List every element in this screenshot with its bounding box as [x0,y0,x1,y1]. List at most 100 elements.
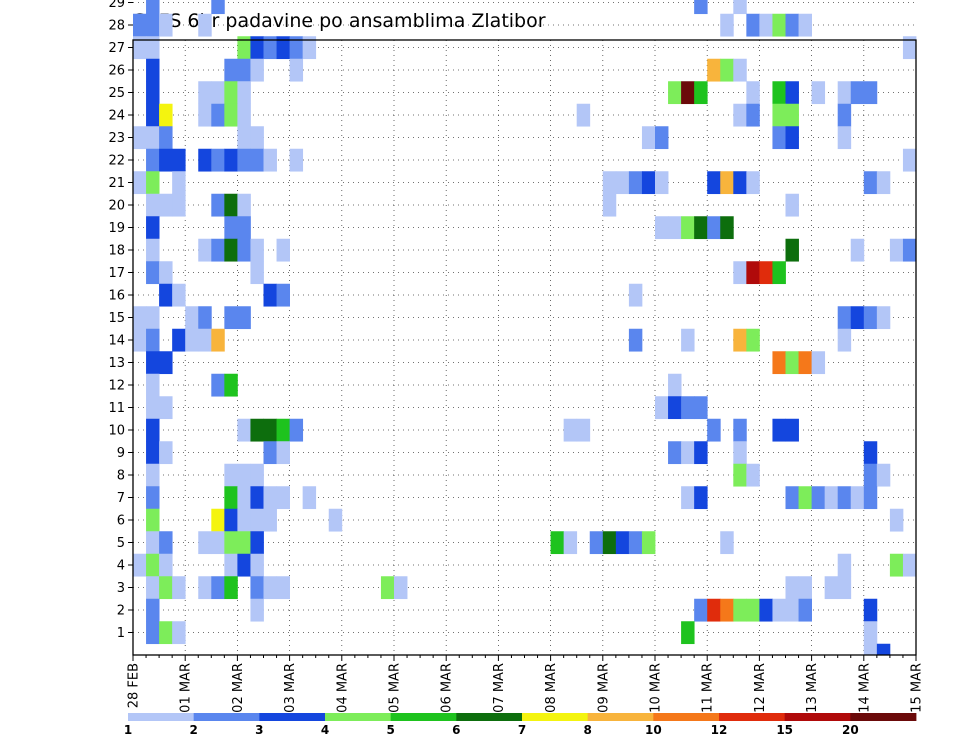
precip-cell [668,373,682,397]
precip-cell [224,81,238,105]
precip-cell [263,283,277,307]
colorbar-label: 5 [386,723,394,737]
precip-cell [146,261,160,285]
precip-cell [380,576,395,600]
y-tick-label: 29 [108,0,125,11]
precip-cell [211,576,225,600]
chart-title: GEFS 6hr padavine po ansamblima Zlatibor [132,10,546,32]
precip-cell [224,531,238,555]
colorbar-swatch [653,713,720,721]
x-tick-label: 09 MAR [596,663,611,713]
precip-cell [237,148,251,172]
precip-cell [224,148,238,172]
precip-cell [224,576,238,600]
precip-cell [198,238,212,262]
precip-cell [746,463,760,487]
precip-cell [146,36,160,60]
x-tick-label: 03 MAR [283,663,298,713]
precip-cell [250,148,264,172]
y-tick-label: 25 [108,86,125,101]
precip-cell [211,0,225,15]
precip-cell [576,103,591,127]
precip-cell [237,238,251,262]
precip-cell [224,58,238,82]
precip-cell [263,576,277,600]
precip-cell [159,351,173,375]
precip-cell [159,441,173,465]
precip-cell [668,81,682,105]
colorbar-label: 12 [711,723,728,737]
precip-cell [746,13,760,37]
precip-cell [694,486,708,510]
precip-cell [263,418,277,442]
precip-cell [772,13,786,37]
precip-cell [237,193,251,217]
colorbar-swatch [587,713,654,721]
precip-cell [863,306,878,330]
precip-cell [628,531,643,555]
precip-cell [694,0,708,15]
precip-cell [198,531,212,555]
precip-cell [146,486,160,510]
x-tick-label: 07 MAR [492,663,507,713]
y-tick-label: 28 [108,19,125,34]
x-tick-label: 28 FEB [127,663,142,708]
precip-cell [276,418,290,442]
precip-cell [394,576,408,600]
precip-cell [263,508,277,532]
precip-cell [172,621,186,645]
precip-cell [720,531,734,555]
precip-cell [250,531,264,555]
precip-cell [146,81,160,105]
y-tick-label: 1 [117,626,125,641]
precip-cell [172,171,186,195]
y-tick-label: 10 [108,424,125,439]
precip-cell [733,463,747,487]
x-tick-label: 10 MAR [649,663,664,713]
precip-cell [198,103,212,127]
precip-cell [146,621,160,645]
precip-cell [276,576,290,600]
precip-cell [146,508,160,532]
precip-cell [733,328,747,352]
axis-layer: 1234567891011121314151617181920212223242… [108,0,924,713]
precip-cell [628,171,643,195]
x-tick-label: 08 MAR [544,663,559,713]
precip-cell [863,643,878,656]
precip-cell [772,598,786,622]
precip-cell [798,576,812,600]
precip-cell [746,328,760,352]
precip-cell [876,171,891,195]
precip-cell [746,171,760,195]
precip-cell [563,418,578,442]
colorbar-label: 15 [776,723,793,737]
precip-cell [798,351,812,375]
y-tick-label: 4 [117,559,125,574]
precip-cell [289,418,304,442]
y-tick-label: 14 [108,334,125,349]
precip-cell [863,463,878,487]
precip-cell [668,396,682,420]
precip-cell [146,0,160,15]
y-tick-label: 21 [108,176,125,191]
precip-cell [641,171,656,195]
precip-cell [211,328,225,352]
precip-cell [172,328,186,352]
precip-cell [602,171,617,195]
colorbar-label: 1 [124,723,132,737]
precip-cell [850,238,865,262]
precip-cell [211,373,225,397]
precip-cell [328,508,343,532]
precip-cell [146,328,160,352]
precip-cell [198,148,212,172]
precip-cell [237,126,251,150]
precip-cell [250,553,264,577]
precip-cell [824,576,839,600]
precip-cell [159,576,173,600]
precip-cell [850,306,865,330]
colorbar-swatch [522,713,589,721]
precip-cell [146,126,160,150]
precip-cell [224,238,238,262]
precip-cell [876,463,891,487]
